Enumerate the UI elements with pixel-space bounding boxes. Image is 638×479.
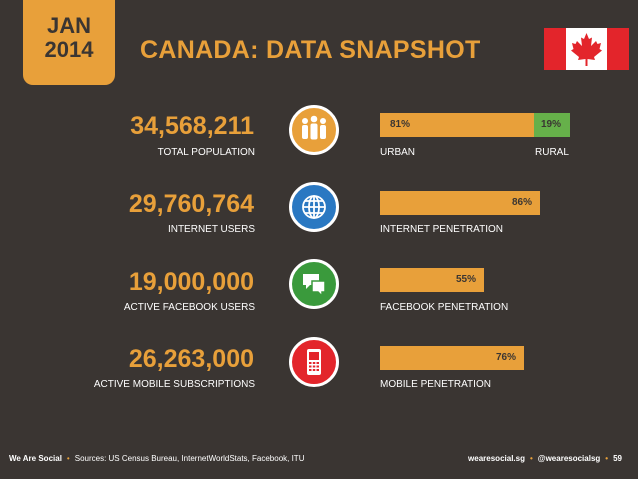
facebook-pct: 55% xyxy=(455,274,476,285)
footer-sources: Sources: US Census Bureau, InternetWorld… xyxy=(74,454,305,463)
footer-handle: @wearesocialsg xyxy=(537,454,601,463)
mobile-subscriptions-label: ACTIVE MOBILE SUBSCRIPTIONS xyxy=(93,379,255,390)
urban-bar-fill: 81% xyxy=(380,113,534,137)
globe-icon xyxy=(289,182,339,232)
mobile-bar-fill: 76% xyxy=(380,346,524,370)
footer-site: wearesocial.sg xyxy=(468,454,525,463)
speech-bubbles-icon xyxy=(289,259,339,309)
internet-users-label: INTERNET USERS xyxy=(167,224,255,235)
population-value: 34,568,211 xyxy=(130,112,254,140)
page-number: 59 xyxy=(613,454,622,463)
mobile-penetration-label: MOBILE PENETRATION xyxy=(380,379,491,390)
internet-pct: 86% xyxy=(511,197,532,208)
mobile-pct: 76% xyxy=(495,352,516,363)
mobile-subscriptions-value: 26,263,000 xyxy=(128,345,254,373)
internet-penetration-label: INTERNET PENETRATION xyxy=(380,224,503,235)
facebook-penetration-bar: 55% xyxy=(380,268,484,292)
page-title: CANADA: DATA SNAPSHOT xyxy=(140,36,481,64)
internet-penetration-bar: 86% xyxy=(380,191,540,215)
people-icon xyxy=(289,105,339,155)
rural-bar-fill: 19% xyxy=(534,113,570,137)
mobile-penetration-bar: 76% xyxy=(380,346,524,370)
footer-right: wearesocial.sg • @wearesocialsg • 59 xyxy=(468,454,622,463)
facebook-users-label: ACTIVE FACEBOOK USERS xyxy=(123,302,255,313)
facebook-bar-fill: 55% xyxy=(380,268,484,292)
canada-flag-icon xyxy=(544,28,629,70)
footer-brand: We Are Social xyxy=(9,454,62,463)
footer-left: We Are Social • Sources: US Census Bureau,… xyxy=(9,454,305,463)
mobile-phone-icon xyxy=(289,337,339,387)
facebook-penetration-label: FACEBOOK PENETRATION xyxy=(380,302,509,313)
urban-rural-bar: 81% 19% xyxy=(380,113,570,137)
badge-year: 2014 xyxy=(44,37,94,62)
rural-pct: 19% xyxy=(541,119,562,130)
urban-pct: 81% xyxy=(390,119,411,130)
internet-bar-fill: 86% xyxy=(380,191,540,215)
population-label: TOTAL POPULATION xyxy=(157,147,255,158)
badge-month: JAN xyxy=(46,13,91,38)
rural-label: RURAL xyxy=(535,147,569,158)
date-badge: JAN 2014 xyxy=(23,0,115,85)
urban-label: URBAN xyxy=(380,147,416,158)
internet-users-value: 29,760,764 xyxy=(128,190,254,218)
facebook-users-value: 19,000,000 xyxy=(128,268,254,296)
